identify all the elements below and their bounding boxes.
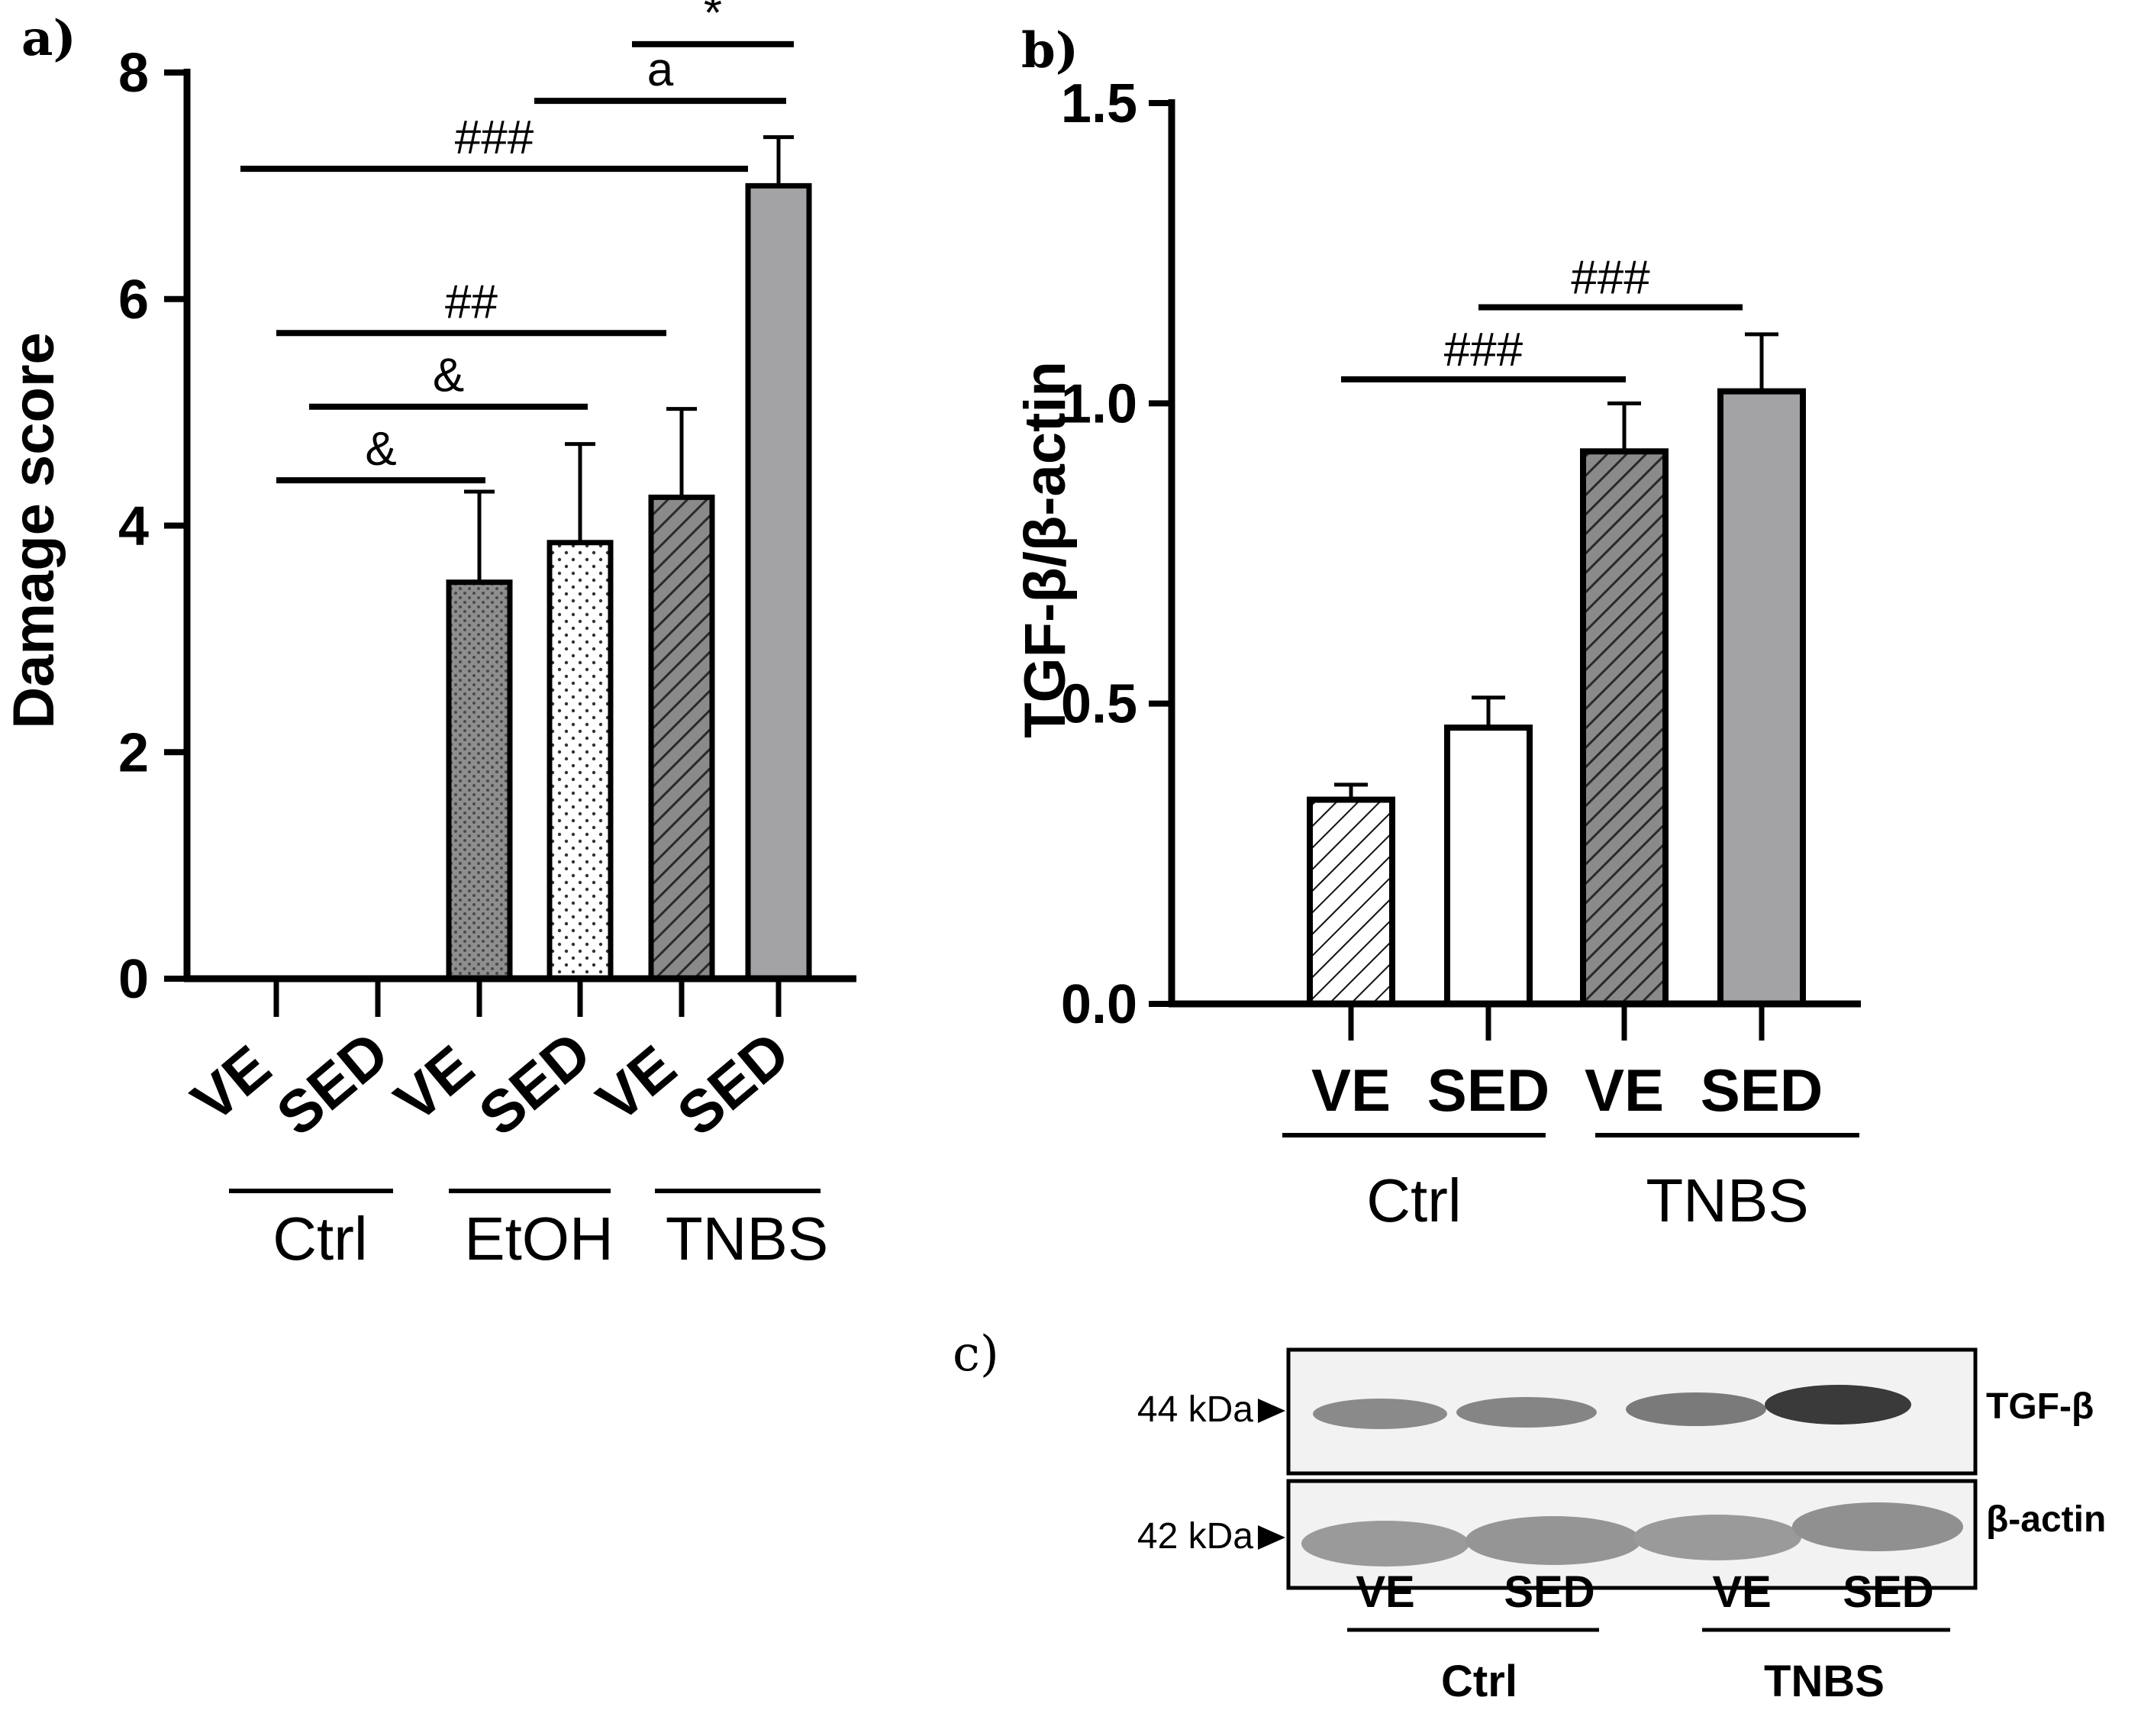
- panel-a-category-label: SED: [665, 1018, 801, 1149]
- panel-a-significance: &&#####a*: [240, 0, 794, 484]
- panel-a-ytick-label: 4: [118, 496, 149, 557]
- panel-b-group-label: Ctrl: [1366, 1166, 1461, 1234]
- panel-a-category-label: SED: [264, 1018, 401, 1149]
- panel-a-bar: [745, 182, 812, 982]
- panel-a-bar: [547, 540, 614, 982]
- panel-b-category-label: VE: [1311, 1057, 1391, 1124]
- panel-b-label: b): [1021, 22, 1079, 79]
- panel-b-ylabel: TGF-β/β-actin: [1013, 361, 1078, 738]
- blot-protein-tgf: TGF-β: [1986, 1386, 2094, 1427]
- blot-arrow-actin-icon: [1258, 1525, 1285, 1550]
- panel-b-bar: [1717, 388, 1806, 1007]
- blot-lane-4: SED: [1843, 1567, 1933, 1617]
- panel-a-group-label: Ctrl: [272, 1205, 367, 1273]
- panel-b-category-label: SED: [1427, 1057, 1549, 1124]
- blot-band-actin-4: [1792, 1502, 1963, 1551]
- panel-b-category-labels: VE SED VE SED: [1311, 1057, 1823, 1124]
- blot-band-actin-3: [1633, 1515, 1801, 1560]
- panel-a-bar: [446, 579, 513, 982]
- panel-a-group-labels: Ctrl EtOH TNBS: [229, 1189, 828, 1273]
- panel-a-sig-label: ##: [445, 276, 498, 328]
- panel-a-ytick-label: 0: [118, 949, 149, 1010]
- blot-band-tgf-3: [1626, 1392, 1766, 1426]
- panel-a-ytick-label: 8: [118, 43, 149, 104]
- panel-b-significance: ### ###: [1341, 251, 1743, 382]
- panel-a-sig-label: &: [365, 423, 396, 476]
- panel-b-group-labels: Ctrl TNBS: [1282, 1133, 1859, 1234]
- panel-a-group-label: TNBS: [666, 1205, 828, 1273]
- panel-b-category-label: SED: [1701, 1057, 1823, 1124]
- panel-a-ytick-label: 2: [118, 722, 149, 783]
- panel-a-ytick-label: 6: [118, 269, 149, 331]
- panel-a-ylabel: Damage score: [2, 332, 66, 729]
- panel-b-ytick-label: 1.0: [1061, 373, 1137, 434]
- blot-band-tgf-1: [1313, 1399, 1447, 1429]
- panel-a-label: a): [21, 10, 76, 67]
- panel-a-category-label: SED: [466, 1018, 603, 1149]
- blot-kda-actin: 42 kDa: [1137, 1516, 1253, 1557]
- blot-protein-actin: β-actin: [1986, 1499, 2106, 1540]
- panel-a-y-ticks: 0 2 4 6 8: [118, 43, 187, 1010]
- blot-arrow-tgf-icon: [1258, 1399, 1285, 1423]
- panel-b-bar: [1580, 448, 1669, 1007]
- panel-b-bar: [1307, 796, 1395, 1007]
- panel-b-ytick-label: 1.5: [1061, 73, 1137, 134]
- panel-b-bar: [1444, 724, 1533, 1008]
- panel-c-blot: c) 44 kDa 42 kDa TGF-β β-actin VE SED VE…: [953, 1326, 2106, 1706]
- panel-a-group-label: EtOH: [464, 1205, 614, 1273]
- blot-lane-1: VE: [1356, 1567, 1414, 1617]
- panel-a-category-label: VE: [179, 1032, 283, 1134]
- panel-a-category-label: VE: [382, 1032, 486, 1134]
- panel-b-sig-label: ###: [1444, 324, 1524, 376]
- panel-b-axes: [1168, 99, 1861, 1041]
- blot-group-tnbs: TNBS: [1764, 1657, 1885, 1706]
- panel-a-bar: [648, 494, 715, 982]
- blot-lane-3: VE: [1712, 1567, 1771, 1617]
- blot-lane-2: SED: [1504, 1567, 1594, 1617]
- panel-c-label: c): [953, 1326, 999, 1383]
- panel-a-sig-label: ###: [455, 111, 534, 164]
- panel-b-category-label: VE: [1585, 1057, 1664, 1124]
- blot-band-tgf-2: [1456, 1397, 1597, 1428]
- panel-b-sig-label: ###: [1571, 251, 1650, 304]
- panel-b-group-label: TNBS: [1646, 1166, 1808, 1234]
- panel-b-y-ticks: 0.0 0.5 1.0 1.5: [1061, 73, 1172, 1035]
- panel-b-bars: [1307, 388, 1806, 1008]
- panel-a-sig-label: a: [647, 44, 674, 96]
- panel-b-error-bars: [1334, 332, 1778, 800]
- panel-a-bars: [446, 182, 812, 982]
- panel-a-category-label: VE: [585, 1032, 688, 1134]
- blot-band-actin-1: [1301, 1521, 1469, 1567]
- panel-a-axes: [183, 69, 856, 1017]
- blot-band-tgf-4: [1765, 1385, 1911, 1425]
- blot-group-ctrl: Ctrl: [1441, 1657, 1517, 1706]
- panel-a-error-bars: [464, 135, 794, 582]
- blot-band-actin-2: [1465, 1516, 1641, 1565]
- panel-a-sig-label: *: [704, 0, 722, 40]
- panel-b-ytick-label: 0.5: [1061, 674, 1137, 735]
- panel-a-sig-label: &: [433, 350, 464, 402]
- blot-kda-tgf: 44 kDa: [1137, 1389, 1253, 1430]
- panel-b-ytick-label: 0.0: [1061, 974, 1137, 1035]
